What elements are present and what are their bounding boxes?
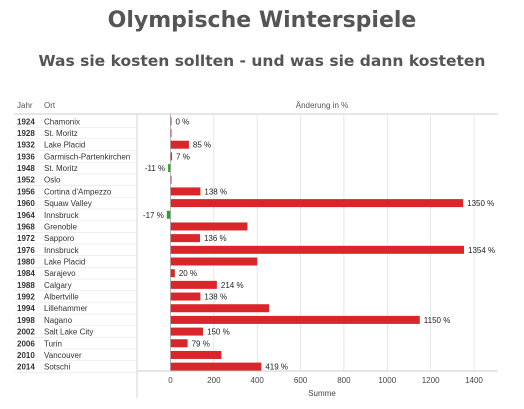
data-label: 1350 % bbox=[467, 199, 494, 208]
bar bbox=[168, 164, 171, 173]
x-tick-label: 400 bbox=[251, 376, 265, 385]
row-city: Lake Placid bbox=[44, 141, 85, 150]
chart-title: Olympische Winterspiele bbox=[107, 8, 417, 33]
bar bbox=[170, 187, 201, 196]
header-year: Jahr bbox=[17, 101, 33, 110]
row-city: Nagano bbox=[44, 316, 73, 325]
row-city: Lillehammer bbox=[44, 304, 88, 313]
row-year: 1980 bbox=[17, 258, 35, 267]
row-year: 1948 bbox=[17, 164, 35, 173]
data-label: 136 % bbox=[204, 234, 227, 243]
data-label: 150 % bbox=[207, 328, 230, 337]
row-year: 1956 bbox=[17, 187, 35, 196]
row-city: Sotschi bbox=[44, 363, 70, 372]
row-year: 1972 bbox=[17, 234, 35, 243]
row-city: Sarajevo bbox=[44, 269, 76, 278]
header-value: Änderung in % bbox=[296, 101, 348, 110]
data-label: 1150 % bbox=[424, 316, 451, 325]
data-label: 79 % bbox=[192, 339, 210, 348]
row-year: 1960 bbox=[17, 199, 35, 208]
bar bbox=[170, 269, 175, 278]
x-axis-label: Summe bbox=[308, 389, 336, 398]
bar bbox=[170, 152, 173, 161]
header-city: Ort bbox=[44, 101, 56, 110]
data-label: 0 % bbox=[176, 117, 190, 126]
data-label: 1354 % bbox=[468, 246, 495, 255]
data-label: 214 % bbox=[221, 281, 244, 290]
row-city: Lake Placid bbox=[44, 258, 85, 267]
bar bbox=[170, 129, 172, 138]
row-city: Garmisch-Partenkirchen bbox=[44, 152, 130, 161]
x-tick-label: 200 bbox=[207, 376, 221, 385]
row-year: 1994 bbox=[17, 304, 35, 313]
bar bbox=[170, 339, 188, 348]
row-city: Grenoble bbox=[44, 222, 77, 231]
bar bbox=[170, 280, 217, 289]
row-year: 1998 bbox=[17, 316, 35, 325]
row-city: Oslo bbox=[44, 176, 61, 185]
row-year: 1988 bbox=[17, 281, 35, 290]
bar bbox=[170, 245, 464, 254]
row-year: 1984 bbox=[17, 269, 35, 278]
x-tick-label: 600 bbox=[294, 376, 308, 385]
bar bbox=[170, 315, 420, 324]
bar bbox=[170, 350, 222, 359]
row-city: Chamonix bbox=[44, 117, 80, 126]
chart-subtitle: Was sie kosten sollten - und was sie dan… bbox=[38, 52, 486, 70]
row-city: Squaw Valley bbox=[44, 199, 92, 208]
x-tick-label: 0 bbox=[168, 376, 173, 385]
data-label: 419 % bbox=[265, 363, 288, 372]
x-tick-label: 1400 bbox=[465, 376, 483, 385]
row-city: Innsbruck bbox=[44, 211, 80, 220]
row-city: Cortina d'Ampezzo bbox=[44, 187, 112, 196]
row-year: 2002 bbox=[17, 328, 35, 337]
row-year: 1976 bbox=[17, 246, 35, 255]
x-tick-label: 800 bbox=[337, 376, 351, 385]
bar bbox=[166, 210, 171, 219]
row-year: 1964 bbox=[17, 211, 35, 220]
row-year: 1992 bbox=[17, 293, 35, 302]
row-city: Calgary bbox=[44, 281, 72, 290]
row-city: Turin bbox=[44, 339, 62, 348]
row-city: Salt Lake City bbox=[44, 328, 93, 337]
bar bbox=[170, 234, 200, 243]
x-tick-label: 1200 bbox=[422, 376, 440, 385]
row-city: Innsbruck bbox=[44, 246, 80, 255]
row-year: 1952 bbox=[17, 176, 35, 185]
data-label: 20 % bbox=[179, 269, 197, 278]
data-label: 85 % bbox=[193, 141, 211, 150]
row-year: 1932 bbox=[17, 141, 35, 150]
row-city: Vancouver bbox=[44, 351, 82, 360]
row-city: St. Moritz bbox=[44, 164, 78, 173]
data-label: -11 % bbox=[145, 164, 165, 173]
bar bbox=[170, 304, 270, 313]
bar bbox=[170, 362, 262, 371]
bar bbox=[170, 117, 172, 126]
bar bbox=[170, 222, 248, 231]
row-year: 1924 bbox=[17, 117, 35, 126]
data-label: 7 % bbox=[176, 152, 190, 161]
data-label: 138 % bbox=[204, 187, 227, 196]
row-year: 1968 bbox=[17, 222, 35, 231]
row-city: Sapporo bbox=[44, 234, 75, 243]
row-year: 2014 bbox=[17, 363, 35, 372]
bar bbox=[170, 140, 189, 149]
row-year: 2010 bbox=[17, 351, 35, 360]
row-year: 1928 bbox=[17, 129, 35, 138]
x-tick-label: 1000 bbox=[378, 376, 396, 385]
bar bbox=[170, 327, 204, 336]
row-year: 2006 bbox=[17, 339, 35, 348]
row-year: 1936 bbox=[17, 152, 35, 161]
row-city: St. Moritz bbox=[44, 129, 78, 138]
data-label: -17 % bbox=[143, 211, 164, 220]
bar bbox=[170, 199, 464, 208]
row-city: Albertville bbox=[44, 293, 79, 302]
bar bbox=[170, 175, 172, 184]
data-label: 138 % bbox=[204, 293, 227, 302]
bar bbox=[170, 257, 258, 266]
bar bbox=[170, 292, 201, 301]
